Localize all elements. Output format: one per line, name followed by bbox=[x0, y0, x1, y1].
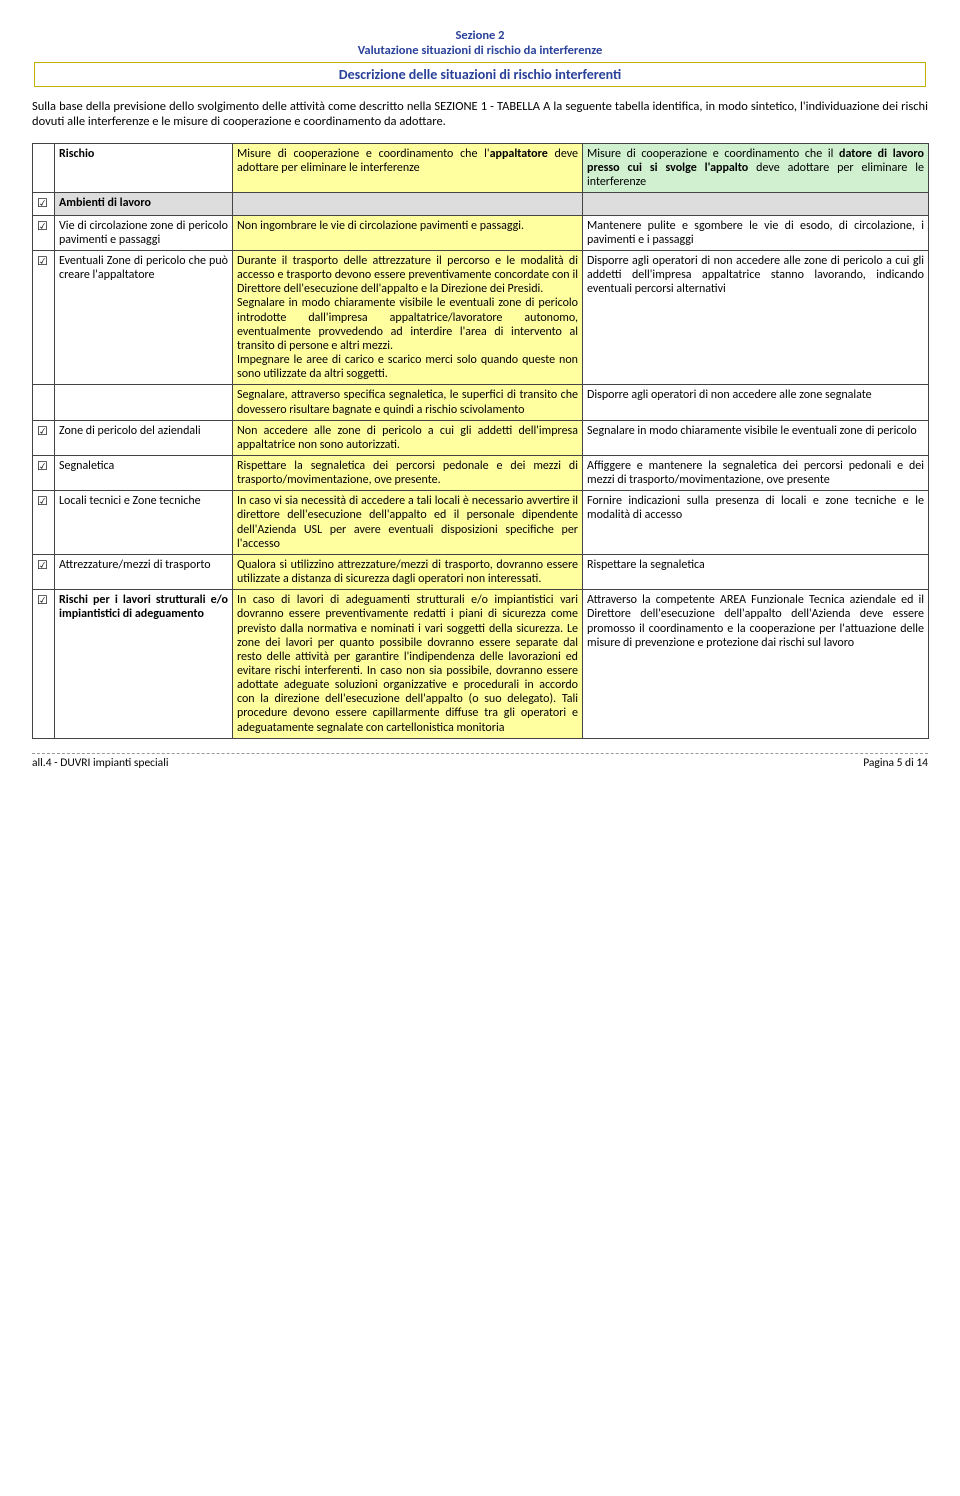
cell-datore: Disporre agli operatori di non accedere … bbox=[583, 250, 929, 384]
checkbox-icon: ☑ bbox=[37, 254, 48, 268]
risk-table: Rischio Misure di cooperazione e coordin… bbox=[32, 143, 929, 739]
intro-paragraph: Sulla base della previsione dello svolgi… bbox=[32, 99, 928, 129]
page-footer: all.4 - DUVRI impianti speciali Pagina 5… bbox=[32, 753, 928, 770]
cell-datore bbox=[583, 193, 929, 215]
cell-datore: Segnalare in modo chiaramente visibile l… bbox=[583, 420, 929, 455]
footer-right: Pagina 5 di 14 bbox=[863, 756, 928, 770]
footer-left: all.4 - DUVRI impianti speciali bbox=[32, 756, 168, 770]
col-header-appaltatore: Misure di cooperazione e coordinamento c… bbox=[233, 144, 583, 193]
table-row: ☑ Attrezzature/mezzi di trasporto Qualor… bbox=[33, 554, 929, 589]
section-label: Sezione 2 bbox=[32, 28, 928, 43]
cell-datore: Attraverso la competente AREA Funzionale… bbox=[583, 590, 929, 739]
col-header-rischio: Rischio bbox=[55, 144, 233, 193]
checkbox-icon: ☑ bbox=[37, 494, 48, 508]
cell-appaltatore: Qualora si utilizzino attrezzature/mezzi… bbox=[233, 554, 583, 589]
cell-rischio: Zone di pericolo del aziendali bbox=[55, 420, 233, 455]
cell-rischio: Vie di circolazione zone di pericolo pav… bbox=[55, 215, 233, 250]
cell-datore: Affiggere e mantenere la segnaletica dei… bbox=[583, 455, 929, 490]
cell-rischio: Rischi per i lavori strutturali e/o impi… bbox=[55, 590, 233, 739]
cell-datore: Rispettare la segnaletica bbox=[583, 554, 929, 589]
cell-appaltatore: Rispettare la segnaletica dei percorsi p… bbox=[233, 455, 583, 490]
table-row: ☑ Rischi per i lavori strutturali e/o im… bbox=[33, 590, 929, 739]
col-header-datore: Misure di cooperazione e coordinamento c… bbox=[583, 144, 929, 193]
cell-appaltatore bbox=[233, 193, 583, 215]
checkbox-icon: ☑ bbox=[37, 424, 48, 438]
checkbox-icon: ☑ bbox=[37, 459, 48, 473]
checkbox-icon: ☑ bbox=[37, 558, 48, 572]
table-row: Segnalare, attraverso specifica segnalet… bbox=[33, 385, 929, 420]
cell-datore: Disporre agli operatori di non accedere … bbox=[583, 385, 929, 420]
checkbox-icon: ☑ bbox=[37, 196, 48, 210]
table-header-row: Rischio Misure di cooperazione e coordin… bbox=[33, 144, 929, 193]
table-row: ☑ Eventuali Zone di pericolo che può cre… bbox=[33, 250, 929, 384]
cell-rischio: Ambienti di lavoro bbox=[55, 193, 233, 215]
cell-datore: Mantenere pulite e sgombere le vie di es… bbox=[583, 215, 929, 250]
checkbox-icon: ☑ bbox=[37, 219, 48, 233]
cell-appaltatore: Non accedere alle zone di pericolo a cui… bbox=[233, 420, 583, 455]
cell-cb bbox=[33, 385, 55, 420]
cell-rischio: Locali tecnici e Zone tecniche bbox=[55, 491, 233, 555]
cell-rischio: Eventuali Zone di pericolo che può crear… bbox=[55, 250, 233, 384]
section-subtitle: Valutazione situazioni di rischio da int… bbox=[32, 43, 928, 58]
cell-rischio bbox=[55, 385, 233, 420]
cell-appaltatore: In caso vi sia necessità di accedere a t… bbox=[233, 491, 583, 555]
cell-appaltatore: In caso di lavori di adeguamenti struttu… bbox=[233, 590, 583, 739]
table-row: ☑ Segnaletica Rispettare la segnaletica … bbox=[33, 455, 929, 490]
checkbox-icon: ☑ bbox=[37, 593, 48, 607]
cell-appaltatore: Durante il trasporto delle attrezzature … bbox=[233, 250, 583, 384]
table-row: ☑ Ambienti di lavoro bbox=[33, 193, 929, 215]
cell-rischio: Attrezzature/mezzi di trasporto bbox=[55, 554, 233, 589]
cell-datore: Fornire indicazioni sulla presenza di lo… bbox=[583, 491, 929, 555]
table-row: ☑ Vie di circolazione zone di pericolo p… bbox=[33, 215, 929, 250]
cell-appaltatore: Segnalare, attraverso specifica segnalet… bbox=[233, 385, 583, 420]
table-row: ☑ Locali tecnici e Zone tecniche In caso… bbox=[33, 491, 929, 555]
cell-appaltatore: Non ingombrare le vie di circolazione pa… bbox=[233, 215, 583, 250]
cell-rischio: Segnaletica bbox=[55, 455, 233, 490]
boxed-title: Descrizione delle situazioni di rischio … bbox=[34, 62, 926, 87]
table-row: ☑ Zone di pericolo del aziendali Non acc… bbox=[33, 420, 929, 455]
